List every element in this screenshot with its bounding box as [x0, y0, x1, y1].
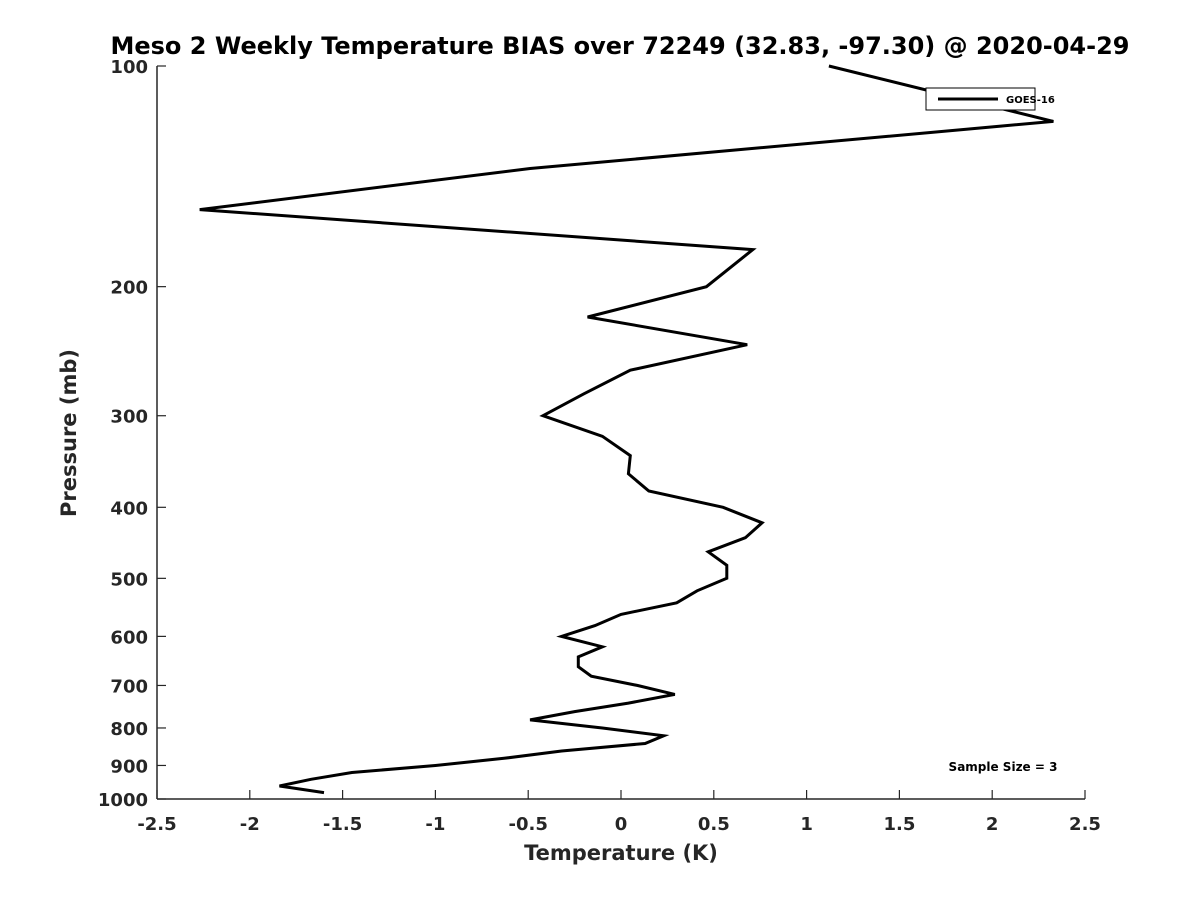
sample-size-annotation: Sample Size = 3 [949, 760, 1058, 774]
y-tick-label: 300 [110, 407, 148, 428]
x-tick-label: 1 [800, 814, 813, 835]
series-group [199, 64, 1054, 795]
legend: GOES-16 [925, 87, 1055, 111]
y-tick-label: 900 [110, 756, 148, 777]
x-tick-label: -2.5 [137, 814, 176, 835]
x-tick-label: -2 [240, 814, 260, 835]
x-axis-ticks: -2.5 -2 -1.5 -1 -0.5 0 0.5 1 1.5 2 2.5 [137, 790, 1101, 835]
y-tick-label: 800 [110, 719, 148, 740]
y-tick-label: 500 [110, 569, 148, 590]
y-axis-ticks: 100 200 300 400 500 600 700 800 900 1000 [98, 57, 166, 811]
chart-title: Meso 2 Weekly Temperature BIAS over 7224… [110, 32, 1129, 60]
x-tick-label: -0.5 [509, 814, 548, 835]
x-tick-label: 2.5 [1069, 814, 1101, 835]
x-tick-label: 1.5 [883, 814, 915, 835]
x-tick-label: -1.5 [323, 814, 362, 835]
x-tick-label: 0.5 [698, 814, 730, 835]
x-axis-label: Temperature (K) [524, 841, 718, 865]
series-line-goes-16 [199, 64, 1054, 795]
x-tick-label: 2 [986, 814, 999, 835]
y-tick-label: 100 [110, 57, 148, 78]
y-tick-label: 600 [110, 627, 148, 648]
y-tick-label: 1000 [98, 790, 148, 811]
y-tick-label: 700 [110, 676, 148, 697]
legend-label: GOES-16 [1006, 95, 1055, 106]
y-axis-label: Pressure (mb) [57, 349, 81, 517]
axes [156, 66, 1085, 800]
x-tick-label: -1 [425, 814, 445, 835]
x-tick-label: 0 [615, 814, 628, 835]
y-tick-label: 200 [110, 278, 148, 299]
y-tick-label: 400 [110, 498, 148, 519]
